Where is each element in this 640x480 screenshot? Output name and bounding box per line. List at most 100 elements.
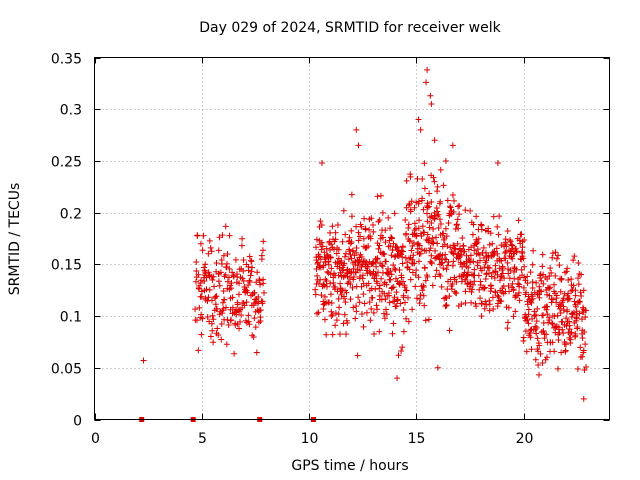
data-point	[246, 253, 253, 260]
data-point	[477, 295, 484, 302]
data-point	[533, 312, 540, 319]
data-point	[505, 282, 512, 289]
data-point	[421, 160, 428, 167]
data-point	[234, 301, 241, 308]
data-point	[313, 244, 320, 251]
data-point	[353, 245, 360, 252]
data-point	[321, 316, 328, 323]
data-point	[435, 225, 442, 232]
data-point	[430, 226, 437, 233]
data-point	[577, 344, 584, 351]
data-point	[396, 281, 403, 288]
data-point	[406, 202, 413, 209]
data-point	[245, 312, 252, 319]
data-point	[376, 242, 383, 249]
data-point	[514, 280, 521, 287]
data-point	[454, 240, 461, 247]
data-point	[353, 223, 360, 230]
data-point	[388, 235, 395, 242]
data-point	[519, 250, 526, 257]
data-point	[581, 367, 588, 374]
data-point	[328, 300, 335, 307]
data-point	[413, 267, 420, 274]
data-point	[321, 293, 328, 300]
data-point	[398, 247, 405, 254]
data-point	[552, 249, 559, 256]
data-point	[219, 232, 226, 239]
data-point	[516, 297, 523, 304]
data-point	[204, 313, 211, 320]
data-point	[241, 302, 248, 309]
data-point	[537, 275, 544, 282]
data-point	[221, 296, 228, 303]
data-point	[379, 234, 386, 241]
data-point	[467, 252, 474, 259]
data-point	[332, 236, 339, 243]
data-point	[495, 293, 502, 300]
data-point	[416, 300, 423, 307]
data-point	[478, 221, 485, 228]
data-point	[198, 331, 205, 338]
data-point	[360, 235, 367, 242]
data-point	[232, 256, 239, 263]
data-point	[498, 257, 505, 264]
data-point	[543, 331, 550, 338]
data-point	[358, 253, 365, 260]
data-point	[430, 174, 437, 181]
data-point	[490, 306, 497, 313]
data-point	[444, 262, 451, 269]
data-point	[514, 292, 521, 299]
data-point	[498, 242, 505, 249]
data-point	[494, 159, 501, 166]
data-point	[468, 288, 475, 295]
data-point	[235, 291, 242, 298]
data-point	[376, 328, 383, 335]
data-point	[247, 272, 254, 279]
data-point	[319, 243, 326, 250]
data-point	[193, 258, 200, 265]
data-point	[473, 303, 480, 310]
data-point	[260, 289, 267, 296]
data-point	[551, 313, 558, 320]
data-point	[482, 298, 489, 305]
data-point	[466, 257, 473, 264]
data-point	[353, 308, 360, 315]
data-point	[259, 298, 266, 305]
data-point	[366, 299, 373, 306]
data-point	[140, 357, 147, 364]
data-point	[380, 310, 387, 317]
data-point	[313, 236, 320, 243]
data-point	[383, 311, 390, 318]
data-point	[385, 290, 392, 297]
data-point	[582, 314, 589, 321]
data-point	[196, 304, 203, 311]
data-point	[549, 320, 556, 327]
data-point	[378, 262, 385, 269]
data-point	[355, 237, 362, 244]
data-point	[332, 310, 339, 317]
data-point	[486, 297, 493, 304]
data-point	[453, 221, 460, 228]
data-point	[212, 301, 219, 308]
data-point	[458, 301, 465, 308]
data-point	[487, 288, 494, 295]
data-point	[428, 198, 435, 205]
data-point	[411, 204, 418, 211]
data-point	[327, 254, 334, 261]
data-point	[461, 248, 468, 255]
data-point	[327, 280, 334, 287]
data-point	[509, 255, 516, 262]
data-point	[513, 248, 520, 255]
data-point	[450, 208, 457, 215]
data-point	[424, 210, 431, 217]
data-point	[435, 211, 442, 218]
data-point	[524, 273, 531, 280]
data-point	[314, 310, 321, 317]
data-point	[202, 270, 209, 277]
data-point	[229, 294, 236, 301]
data-point	[501, 275, 508, 282]
data-point	[224, 250, 231, 257]
data-point	[429, 282, 436, 289]
data-point	[387, 276, 394, 283]
